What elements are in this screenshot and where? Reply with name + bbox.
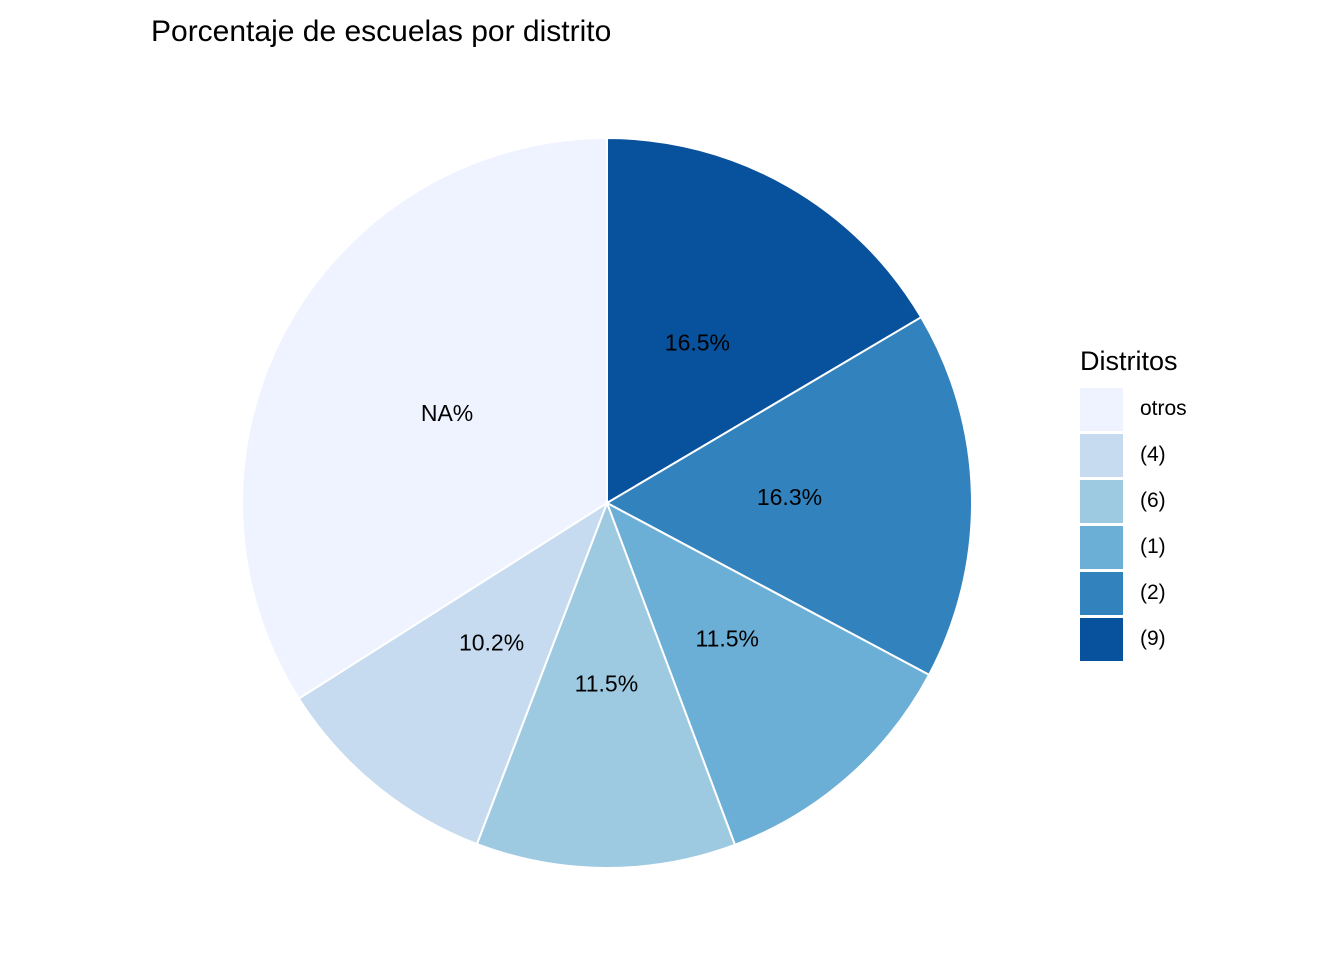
pie-slice (475, 500, 737, 869)
legend-label: (6) (1140, 489, 1166, 512)
pie-slice-label: NA% (421, 400, 473, 426)
legend-swatch (1080, 618, 1123, 661)
pie-slice-label: 16.3% (757, 484, 822, 510)
pie-slice-label: 10.2% (459, 629, 524, 655)
pie-slice-label: 16.5% (665, 330, 730, 356)
pie-slice-label: 11.5% (696, 625, 760, 651)
legend-label: (4) (1140, 443, 1166, 466)
pie-slice (606, 136, 923, 505)
pie-slice-label: 11.5% (575, 671, 639, 697)
legend-label: (9) (1140, 627, 1166, 650)
pie-slice-labels: 16.5% 16.3% 11.5% 11.5% 10.2% NA% (421, 330, 822, 697)
legend-label: otros (1140, 397, 1187, 420)
legend-swatch (1080, 434, 1123, 477)
pie-slice (241, 136, 608, 700)
legend: Distritos otros (4) (6) (1) (2) (9) (1080, 346, 1187, 661)
legend-label: (2) (1140, 581, 1166, 604)
chart-title: Porcentaje de escuelas por distrito (151, 15, 611, 48)
legend-swatch (1080, 526, 1123, 569)
legend-swatch (1080, 388, 1123, 431)
pie-slice (605, 500, 931, 847)
pie-slice (297, 500, 610, 846)
legend-swatch (1080, 480, 1123, 523)
legend-label: (1) (1140, 535, 1166, 558)
legend-items: otros (4) (6) (1) (2) (9) (1080, 388, 1187, 661)
legend-swatch (1080, 572, 1123, 615)
legend-title: Distritos (1080, 346, 1178, 376)
pie-slice (604, 315, 973, 677)
pie-slices (241, 136, 973, 869)
